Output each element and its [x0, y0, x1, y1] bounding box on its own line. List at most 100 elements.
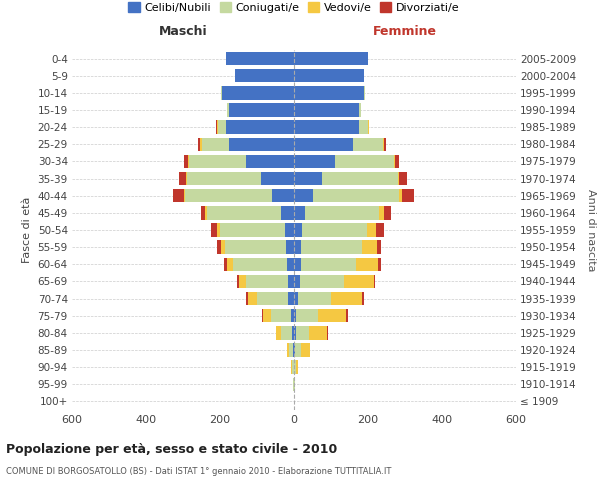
Bar	[187, 172, 261, 186]
Bar	[301, 258, 356, 271]
Bar	[246, 274, 289, 288]
Bar	[248, 292, 257, 306]
Bar	[367, 224, 376, 236]
Bar	[286, 240, 294, 254]
Bar	[289, 292, 294, 306]
Bar	[398, 172, 400, 186]
Bar	[294, 154, 335, 168]
Bar	[353, 138, 383, 151]
Bar	[377, 240, 381, 254]
Bar	[294, 69, 364, 82]
Bar	[291, 309, 294, 322]
Bar	[246, 292, 248, 306]
Bar	[271, 309, 291, 322]
Bar	[184, 189, 185, 202]
Bar	[294, 86, 364, 100]
Bar	[294, 292, 298, 306]
Bar	[226, 120, 294, 134]
Bar	[263, 309, 271, 322]
Bar	[305, 206, 379, 220]
Bar	[289, 274, 294, 288]
Bar	[294, 52, 368, 66]
Bar	[302, 224, 367, 236]
Bar	[233, 258, 287, 271]
Bar	[294, 274, 299, 288]
Bar	[188, 154, 246, 168]
Bar	[287, 344, 289, 356]
Bar	[400, 189, 403, 202]
Bar	[359, 120, 368, 134]
Bar	[294, 224, 302, 236]
Y-axis label: Fasce di età: Fasce di età	[22, 197, 32, 263]
Bar	[200, 138, 202, 151]
Bar	[394, 154, 395, 168]
Bar	[313, 189, 400, 202]
Bar	[296, 326, 309, 340]
Bar	[221, 86, 222, 100]
Bar	[318, 309, 346, 322]
Bar	[400, 172, 407, 186]
Bar	[294, 138, 353, 151]
Bar	[205, 206, 207, 220]
Bar	[298, 292, 331, 306]
Bar	[294, 104, 359, 117]
Bar	[281, 206, 294, 220]
Bar	[272, 189, 294, 202]
Bar	[225, 240, 286, 254]
Bar	[217, 224, 220, 236]
Bar	[239, 274, 246, 288]
Bar	[294, 206, 305, 220]
Bar	[295, 344, 301, 356]
Bar	[218, 120, 226, 134]
Bar	[294, 326, 296, 340]
Bar	[383, 138, 384, 151]
Bar	[309, 326, 328, 340]
Bar	[362, 292, 364, 306]
Bar	[222, 86, 294, 100]
Bar	[246, 154, 294, 168]
Bar	[369, 120, 370, 134]
Bar	[294, 240, 301, 254]
Legend: Celibi/Nubili, Coniugati/e, Vedovi/e, Divorziati/e: Celibi/Nubili, Coniugati/e, Vedovi/e, Di…	[124, 0, 464, 18]
Bar	[173, 189, 184, 202]
Bar	[227, 258, 233, 271]
Text: Maschi: Maschi	[158, 24, 208, 38]
Bar	[262, 309, 263, 322]
Bar	[285, 224, 294, 236]
Bar	[292, 326, 294, 340]
Bar	[294, 172, 322, 186]
Bar	[186, 172, 187, 186]
Bar	[301, 240, 362, 254]
Bar	[275, 326, 281, 340]
Bar	[295, 360, 296, 374]
Bar	[294, 258, 301, 271]
Bar	[211, 224, 217, 236]
Bar	[301, 344, 310, 356]
Bar	[202, 138, 229, 151]
Y-axis label: Anni di nascita: Anni di nascita	[586, 188, 596, 271]
Bar	[207, 206, 281, 220]
Bar	[331, 292, 362, 306]
Bar	[344, 274, 374, 288]
Bar	[335, 154, 394, 168]
Bar	[379, 206, 383, 220]
Bar	[179, 172, 186, 186]
Bar	[198, 138, 200, 151]
Bar	[220, 224, 285, 236]
Bar	[292, 360, 293, 374]
Bar	[403, 189, 413, 202]
Bar	[294, 344, 295, 356]
Bar	[294, 309, 296, 322]
Bar	[224, 258, 227, 271]
Bar	[185, 189, 272, 202]
Bar	[322, 172, 398, 186]
Bar	[229, 104, 294, 117]
Bar	[376, 224, 383, 236]
Bar	[346, 309, 347, 322]
Bar	[384, 138, 386, 151]
Bar	[227, 104, 229, 117]
Bar	[364, 86, 365, 100]
Bar	[374, 274, 376, 288]
Bar	[217, 240, 221, 254]
Bar	[293, 344, 294, 356]
